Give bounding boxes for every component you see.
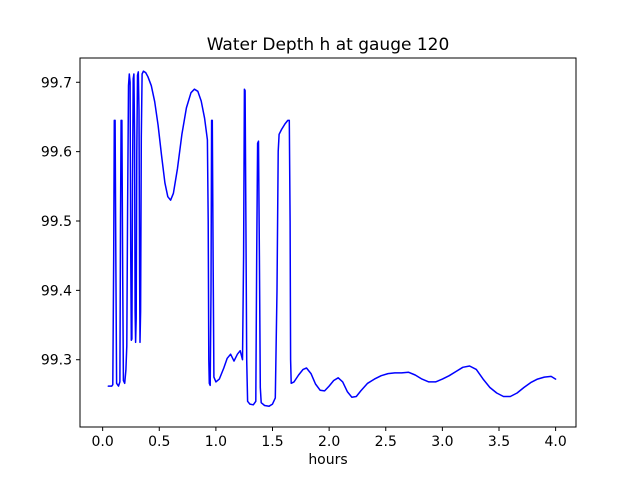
x-tick-label: 1.5 — [261, 434, 283, 450]
y-tick-label: 99.3 — [41, 353, 72, 369]
x-tick-label: 2.5 — [375, 434, 397, 450]
x-tick-label: 0.0 — [92, 434, 114, 450]
depth-line — [107, 70, 557, 407]
y-tick-label: 99.4 — [41, 283, 72, 299]
x-tick-label: 4.0 — [544, 434, 566, 450]
x-tick-label: 3.0 — [431, 434, 453, 450]
x-axis-label: hours — [308, 452, 348, 468]
y-tick-label: 99.6 — [41, 145, 72, 161]
x-tick-label: 2.0 — [318, 434, 340, 450]
y-tick-label: 99.7 — [41, 75, 72, 91]
x-tick-label: 0.5 — [148, 434, 170, 450]
x-tick-label: 1.0 — [205, 434, 227, 450]
x-tick-label: 3.5 — [488, 434, 510, 450]
chart-title: Water Depth h at gauge 120 — [206, 35, 450, 55]
plot-frame — [79, 57, 577, 428]
y-tick-label: 99.5 — [41, 214, 72, 230]
